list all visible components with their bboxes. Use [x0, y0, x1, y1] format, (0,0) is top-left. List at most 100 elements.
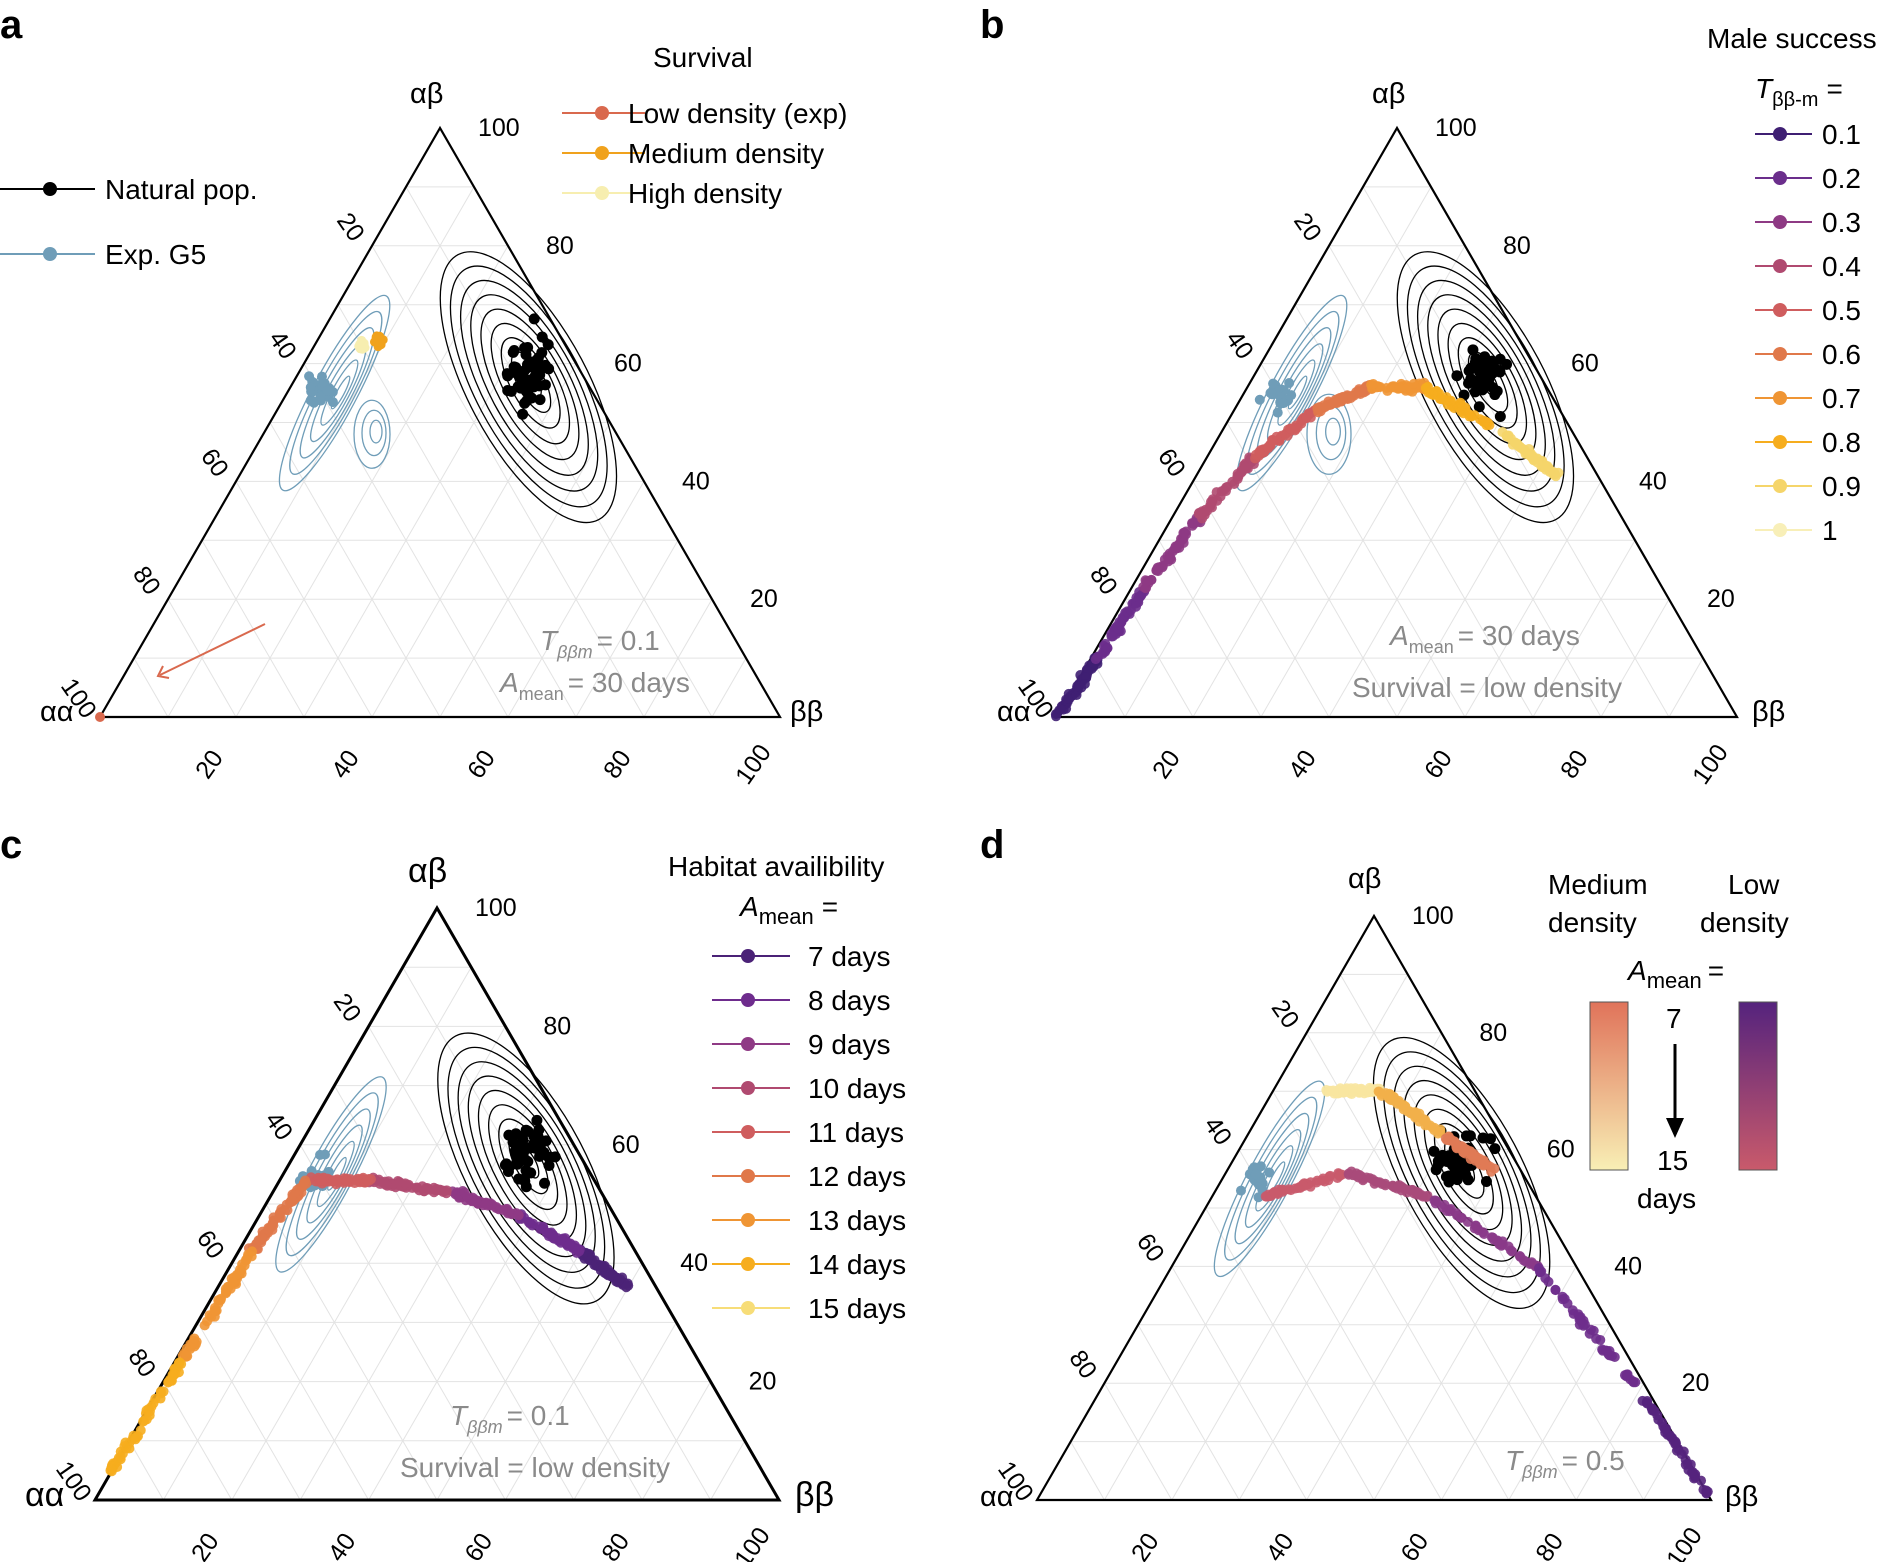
tick-label-left: 60 [191, 1225, 230, 1264]
trajectory-point-male-success [1408, 378, 1419, 389]
trajectory-point-male-success [1320, 401, 1331, 412]
trajectory-point-habitat [598, 1261, 609, 1272]
trajectory-point-habitat [282, 1205, 293, 1216]
point-natural [518, 365, 530, 377]
tick-label-bottom: 100 [730, 739, 777, 789]
legend-param-c-symbol: A [738, 891, 759, 922]
tick-label-right: 20 [1682, 1369, 1710, 1397]
point-natural [1428, 1145, 1440, 1157]
trajectory-point-male-success [1254, 447, 1265, 458]
tick-label-bottom: 60 [1419, 745, 1458, 784]
point-natural [531, 363, 543, 375]
annotation-d: Tββm = 0.5 [1505, 1445, 1625, 1482]
point-exp-g5 [305, 382, 316, 393]
trajectory-point-male-success [1141, 576, 1152, 587]
trajectory-point-habitat [224, 1281, 235, 1292]
trajectory-point-low-density [1312, 1175, 1323, 1186]
point-exp-g5 [1268, 378, 1279, 389]
gridline-d [1643, 1441, 1678, 1501]
gridline-c [128, 1440, 164, 1501]
legend-dot-male-success [1773, 435, 1787, 449]
trajectory-point-medium-density [1389, 1095, 1400, 1106]
point-natural [517, 408, 529, 420]
legend-dot-habitat [741, 949, 755, 963]
point-exp-g5 [315, 391, 326, 402]
trajectory-point-low-density [1630, 1377, 1641, 1388]
legend-dot-habitat [741, 1081, 755, 1095]
tick-label-bottom: 20 [1147, 745, 1186, 784]
trajectory-point-habitat [400, 1178, 411, 1189]
point-natural [1480, 375, 1492, 387]
tick-label-bottom: 100 [1687, 739, 1734, 789]
gridline-d [1440, 1266, 1577, 1501]
contour-natural [439, 251, 618, 524]
legend-label-habitat: 14 days [808, 1249, 906, 1280]
trajectory-point-medium-density [1441, 1134, 1452, 1145]
trajectory-point-habitat [316, 1175, 327, 1186]
legend-range-to: 15 [1657, 1145, 1688, 1176]
point-exp-g5 [1235, 1185, 1246, 1196]
legend-dot-male-success [1773, 347, 1787, 361]
annotation-b-a-sub: mean [1409, 637, 1454, 657]
gridline-a [643, 598, 713, 718]
trajectory-point-habitat [174, 1357, 185, 1368]
trajectory-point-medium-density [1422, 1119, 1433, 1130]
trajectory-point-habitat [287, 1189, 298, 1200]
trajectory-point-habitat [148, 1398, 159, 1409]
contour-natural [447, 1046, 606, 1289]
gridline-b [1124, 598, 1194, 718]
point-natural [510, 362, 522, 374]
tick-label-right: 100 [475, 894, 517, 922]
legend-param-c-eq: = [822, 891, 838, 922]
legend-dot-male-success [1773, 259, 1787, 273]
vertex-top-d: αβ [1348, 863, 1381, 895]
gridline-c [641, 1381, 712, 1501]
trajectory-point-medium-density [1356, 1085, 1367, 1096]
colorbar-low [1738, 1001, 1778, 1171]
trajectory-point-medium-density [1411, 1107, 1422, 1118]
contour-natural [490, 322, 571, 445]
legend-dot-male-success [1773, 215, 1787, 229]
legend-param-b-sub: ββ-m [1772, 89, 1818, 111]
point-exp-g5 [322, 385, 333, 396]
tick-label-bottom: 40 [1261, 1528, 1300, 1562]
legend-col2-line2: density [1700, 907, 1789, 938]
point-natural [531, 1114, 543, 1126]
points-c [105, 1114, 634, 1477]
legend-habitat: Habitat availibility Amean = 7 days 8 days… [668, 851, 906, 1324]
legend-male-success: Male success Tββ-m = 0.10.20.30.40.50.60.… [1707, 23, 1877, 546]
trajectory-point-habitat [572, 1244, 583, 1255]
legend-survival-items: Low density (exp) Medium density High dens… [562, 98, 847, 209]
trajectory-point-low-density [1621, 1369, 1632, 1380]
legend-dot-exp-g5 [43, 247, 57, 261]
trajectory-point-low-density [1657, 1417, 1668, 1428]
point-exp-g5 [1284, 378, 1295, 389]
legend-param-b: Tββ-m = [1755, 73, 1843, 111]
trajectory-point-habitat [297, 1181, 308, 1192]
trajectory-point-male-success [1180, 526, 1191, 537]
annotation-c-t-val: = 0.1 [507, 1400, 570, 1431]
annotation-d-t-val: = 0.5 [1562, 1445, 1625, 1476]
trajectory-point-low-density [1293, 1182, 1304, 1193]
trajectory-point-male-success [1164, 554, 1175, 565]
trajectory-point-male-success [1240, 462, 1251, 473]
legend-dot-male-success [1773, 127, 1787, 141]
point-exp-g5 [1254, 394, 1265, 405]
legend-range-unit: days [1637, 1183, 1696, 1214]
trajectory-point-male-success [1079, 678, 1090, 689]
gridline-a [507, 481, 645, 718]
trajectory-point-low-density [1374, 1177, 1385, 1188]
trajectory-point-low-density [1567, 1305, 1578, 1316]
gridline-b [1396, 422, 1568, 718]
legend-dot-habitat [741, 1213, 755, 1227]
vertex-top-c: αβ [408, 852, 447, 890]
tick-label-left: 40 [1198, 1112, 1237, 1151]
point-natural [515, 382, 527, 394]
trajectory-point-habitat [523, 1216, 534, 1227]
trajectory-point-male-success [1114, 617, 1125, 628]
gridline-c [265, 1203, 438, 1501]
trajectory-point-male-success [1445, 395, 1456, 406]
vertex-right-a: ββ [790, 696, 823, 728]
panel-letter-a: a [0, 3, 23, 47]
point-natural [519, 342, 531, 354]
